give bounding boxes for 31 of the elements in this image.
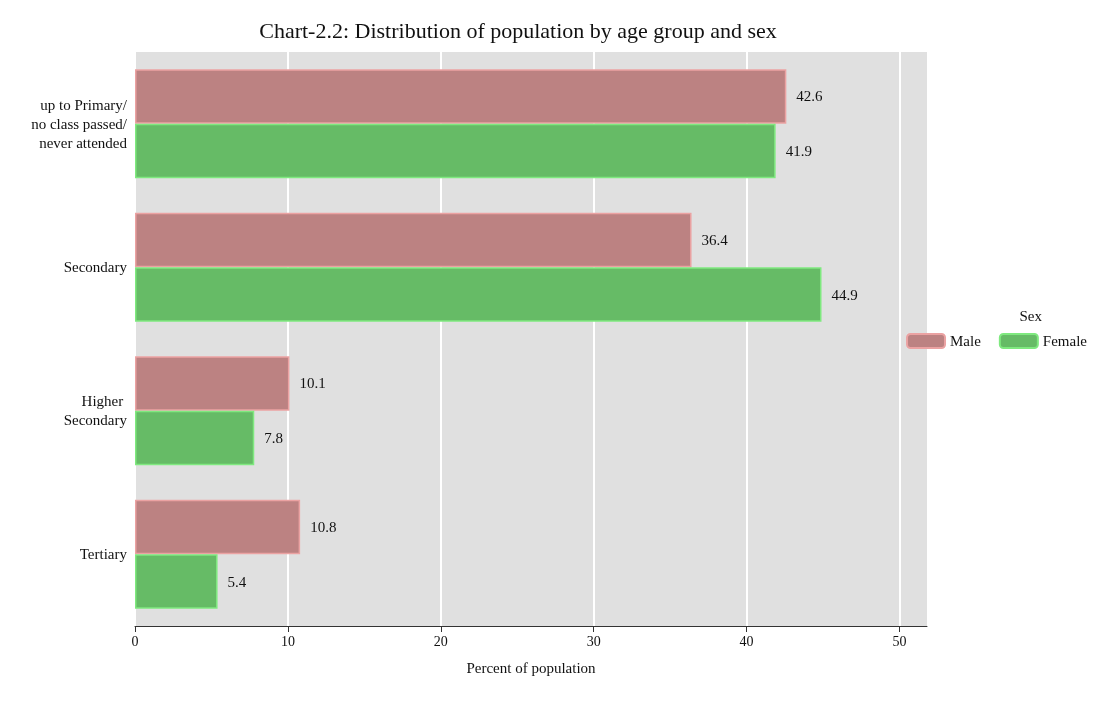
x-tick-label: 40 [739,633,754,649]
y-tick-label: Secondary [63,259,128,276]
data-label: 10.8 [310,518,337,535]
y-tick-label: up to Primary/no class passed/never attended [31,96,128,151]
chart-title: Chart-2.2: Distribution of population by age group and sex [259,17,777,43]
x-axis-title: Percent of population [466,659,597,676]
bar [135,69,787,124]
bar [135,356,290,411]
data-label: 5.4 [227,573,247,590]
x-tick-label: 10 [280,633,295,649]
bar [135,410,255,466]
data-label: 10.1 [299,375,326,392]
x-tick-label: 30 [586,633,601,649]
bar [135,212,692,268]
bar [135,499,301,555]
legend-label: Male [950,333,982,349]
data-label: 44.9 [831,286,858,303]
bar [135,123,776,179]
bar [135,267,822,322]
x-tick-label: 50 [892,633,907,649]
data-label: 42.6 [796,88,824,105]
legend-label: Female [1042,333,1088,349]
data-label: 41.9 [785,143,812,160]
data-label: 36.4 [701,231,729,248]
x-tick-label: 0 [131,633,139,649]
bar [135,554,218,609]
y-tick-label: Higher Secondary [63,393,128,429]
x-tick-label: 20 [433,633,448,649]
legend-title: Sex [1019,307,1043,324]
data-label: 7.8 [264,430,284,447]
y-tick-label: Tertiary [79,546,128,563]
